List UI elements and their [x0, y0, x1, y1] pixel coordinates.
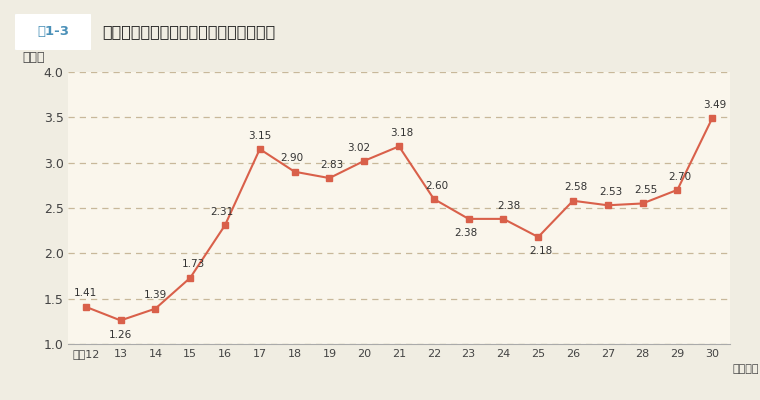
Text: 2.38: 2.38 — [497, 200, 521, 210]
Text: 2.83: 2.83 — [321, 160, 344, 170]
Text: 3.18: 3.18 — [390, 128, 413, 138]
Text: 1.41: 1.41 — [74, 288, 97, 298]
Text: 3.02: 3.02 — [347, 142, 370, 152]
Text: 図1-3: 図1-3 — [37, 25, 69, 38]
Text: 2.90: 2.90 — [280, 154, 303, 164]
Text: 2.60: 2.60 — [425, 181, 448, 190]
Text: 2.31: 2.31 — [211, 207, 234, 217]
Text: （年度）: （年度） — [733, 364, 759, 374]
Text: （件）: （件） — [22, 51, 45, 64]
Text: 1.73: 1.73 — [182, 260, 204, 270]
Text: 3.15: 3.15 — [249, 131, 271, 141]
FancyBboxPatch shape — [11, 13, 96, 51]
Text: 2.70: 2.70 — [669, 172, 692, 182]
Text: 1.26: 1.26 — [109, 330, 132, 340]
Text: 2.18: 2.18 — [530, 246, 553, 256]
Text: 2.38: 2.38 — [454, 228, 477, 238]
Text: 2.53: 2.53 — [599, 187, 622, 197]
Text: 3.49: 3.49 — [703, 100, 727, 110]
Text: 1.39: 1.39 — [144, 290, 167, 300]
Text: 職員千人当たりの苦情相談総件数の推移: 職員千人当たりの苦情相談総件数の推移 — [103, 24, 276, 40]
Text: 2.55: 2.55 — [634, 185, 657, 195]
Text: 2.58: 2.58 — [564, 182, 587, 192]
